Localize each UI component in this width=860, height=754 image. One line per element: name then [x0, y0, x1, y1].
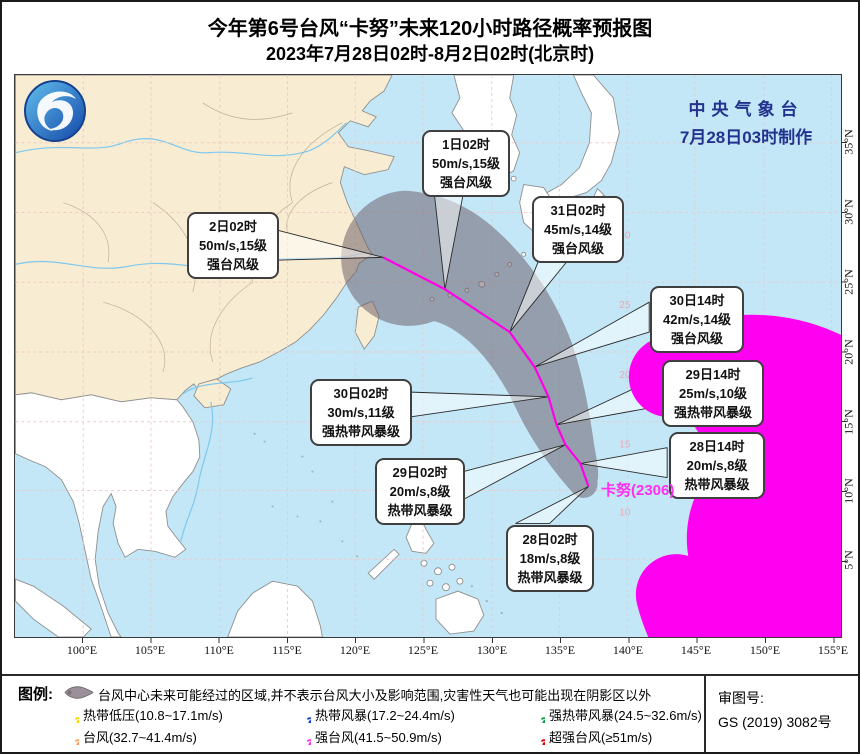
storm-name-label: 卡努(2306) [601, 482, 675, 499]
storm-level-icon [307, 739, 315, 750]
forecast-category: 热带风暴级 [387, 503, 453, 518]
forecast-time: 29日02时 [392, 465, 448, 480]
forecast-category: 强热带风暴级 [321, 424, 400, 439]
forecast-wind: 45m/s,14级 [544, 222, 612, 237]
forecast-time: 31日02时 [550, 203, 606, 218]
legend-item: 热带风暴(17.2~24.4m/s) [298, 705, 455, 728]
forecast-wind: 42m/s,14级 [663, 312, 731, 327]
forecast-category: 强台风级 [206, 257, 259, 272]
forecast-callout-1d02: 1日02时 50m/s,15级 强台风级 [422, 130, 510, 197]
cone-legend-note: 台风中心未来可能经过的区域,并不表示台风大小及影响范围,灾害性天气也可能出现在阴… [98, 688, 652, 703]
forecast-wind: 25m/s,10级 [679, 386, 747, 401]
forecast-wind: 30m/s,11级 [327, 405, 395, 420]
legend-item: 强台风(41.5~50.9m/s) [298, 727, 442, 750]
forecast-category: 热带风暴级 [517, 570, 583, 585]
forecast-wind: 50m/s,15级 [432, 156, 500, 171]
forecast-category: 强台风级 [670, 331, 723, 346]
cone-legend-icon [64, 686, 94, 699]
forecast-time: 28日14时 [689, 439, 745, 454]
svg-text:20: 20 [619, 370, 631, 381]
legend-item: 热带低压(10.8~17.1m/s) [66, 705, 223, 728]
legend-item-label: 强热带风暴(24.5~32.6m/s) [549, 708, 702, 723]
legend-item-label: 热带风暴(17.2~24.4m/s) [315, 708, 455, 723]
probability-cone [341, 190, 599, 498]
issue-time: 7月28日03时制作 [679, 128, 813, 147]
agency-credit: 中央气象台 7月28日03时制作 [643, 95, 841, 148]
forecast-category: 强台风级 [439, 175, 492, 190]
forecast-category: 热带风暴级 [684, 477, 750, 492]
legend-item-label: 超强台风(≥51m/s) [549, 730, 653, 745]
callout-leaders [270, 190, 668, 524]
storm-level-icon [541, 717, 549, 728]
lon-tick-label: 120°E [339, 643, 371, 657]
graticule-inline-labels: 30 25 20 15 10 [619, 230, 631, 518]
svg-text:10: 10 [619, 507, 631, 518]
lon-tick-label: 140°E [612, 643, 644, 657]
forecast-time: 29日14时 [685, 367, 741, 382]
lon-tick-label: 115°E [272, 643, 302, 657]
cma-logo [24, 80, 86, 142]
license-label: 审图号: [718, 690, 764, 706]
legend-heading: 图例: [18, 686, 53, 703]
forecast-category: 强热带风暴级 [673, 405, 752, 420]
forecast-callout-28d02: 28日02时 18m/s,8级 热带风暴级 [506, 525, 594, 592]
storm-level-icon [541, 739, 549, 750]
reef-specks [253, 432, 503, 615]
page-subtitle: 2023年7月28日02时-8月2日02时(北京时) [265, 44, 595, 64]
forecast-callout-2d02: 2日02时 50m/s,15级 强台风级 [187, 212, 279, 279]
storm-level-icon [307, 717, 315, 728]
map-license-box: 审图号: GS (2019) 3082号 [704, 676, 858, 752]
forecast-map: 30 25 20 15 10 [14, 74, 842, 638]
forecast-time: 2日02时 [209, 219, 257, 234]
storm-level-icon [75, 717, 83, 728]
forecast-time: 28日02时 [522, 532, 578, 547]
legend: 图例: 台风中心未来可能经过的区域,并不表示台风大小及影响范围,灾害性天气也可能… [2, 674, 858, 752]
lon-tick-label: 135°E [544, 643, 576, 657]
lon-tick-label: 110°E [204, 643, 234, 657]
forecast-time: 30日14时 [669, 293, 725, 308]
lon-tick-label: 125°E [407, 643, 439, 657]
legend-item: 超强台风(≥51m/s) [532, 727, 653, 750]
svg-text:25: 25 [619, 300, 631, 311]
legend-item-label: 台风(32.7~41.4m/s) [83, 730, 197, 745]
lon-ticks [82, 638, 835, 643]
forecast-category: 强台风级 [551, 241, 604, 256]
track-line [382, 256, 590, 487]
storm-level-icon [75, 739, 83, 750]
forecast-callout-30d14: 30日14时 42m/s,14级 强台风级 [650, 286, 744, 353]
lon-tick-label: 100°E [66, 643, 98, 657]
lat-ticks [842, 142, 847, 562]
svg-text:30: 30 [619, 230, 631, 241]
legend-item-label: 热带低压(10.8~17.1m/s) [83, 708, 223, 723]
forecast-callout-28d14: 28日14时 20m/s,8级 热带风暴级 [669, 432, 765, 499]
lon-tick-label: 145°E [680, 643, 712, 657]
forecast-callout-29d14: 29日14时 25m/s,10级 强热带风暴级 [662, 360, 764, 427]
forecast-wind: 20m/s,8级 [389, 484, 451, 499]
lon-tick-label: 150°E [749, 643, 781, 657]
license-number: GS (2019) 3082号 [718, 714, 832, 730]
lon-tick-label: 130°E [476, 643, 508, 657]
legend-item: 强热带风暴(24.5~32.6m/s) [532, 705, 702, 728]
forecast-callout-30d02: 30日02时 30m/s,11级 强热带风暴级 [310, 379, 412, 446]
agency-name: 中央气象台 [688, 100, 804, 119]
legend-item-label: 强台风(41.5~50.9m/s) [315, 730, 442, 745]
forecast-wind: 50m/s,15级 [199, 238, 267, 253]
forecast-wind: 20m/s,8级 [686, 458, 748, 473]
svg-text:15: 15 [619, 440, 631, 451]
lon-tick-label: 105°E [134, 643, 166, 657]
forecast-callout-31d02: 31日02时 45m/s,14级 强台风级 [532, 196, 624, 263]
forecast-wind: 18m/s,8级 [519, 551, 581, 566]
lon-tick-label: 155°E [817, 643, 849, 657]
legend-item: 台风(32.7~41.4m/s) [66, 727, 197, 750]
forecast-time: 30日02时 [333, 386, 389, 401]
forecast-time: 1日02时 [442, 137, 490, 152]
page-title: 今年第6号台风“卡努”未来120小时路径概率预报图 [207, 18, 653, 40]
map-canvas: 30 25 20 15 10 [15, 75, 841, 637]
forecast-callout-29d02: 29日02时 20m/s,8级 热带风暴级 [375, 458, 465, 525]
